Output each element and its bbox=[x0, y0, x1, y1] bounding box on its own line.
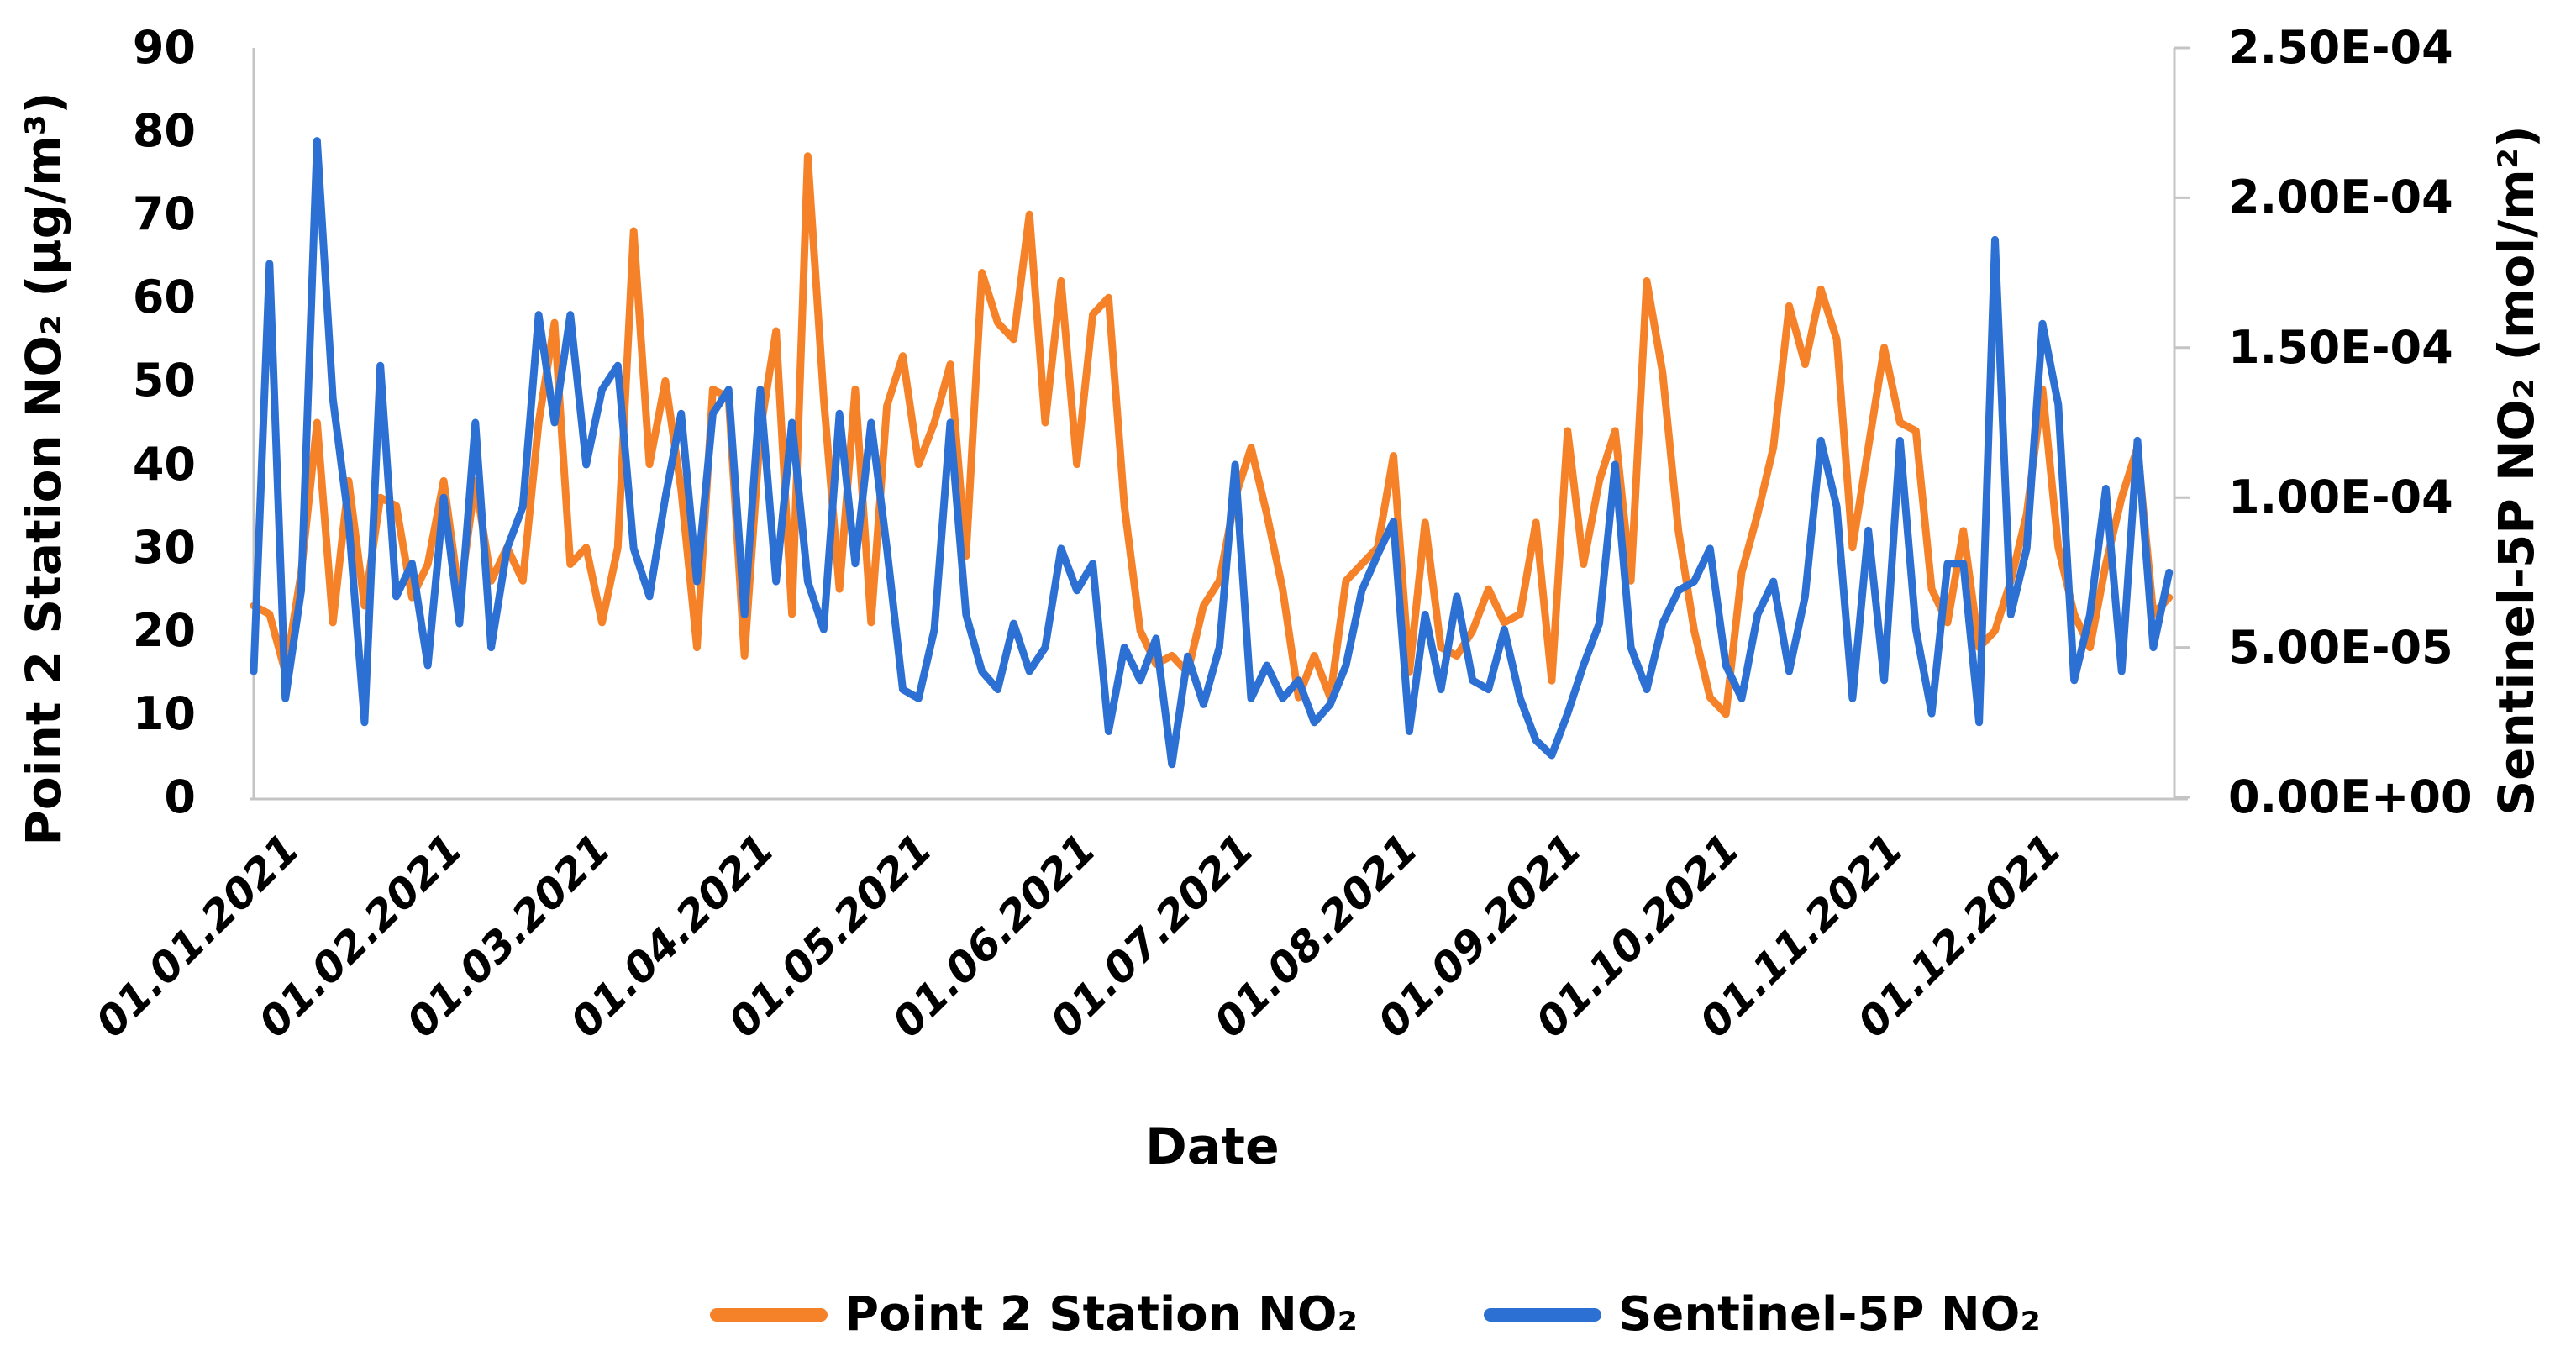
left-axis-tick-label: 30 bbox=[132, 520, 196, 574]
left-axis-tick-label: 50 bbox=[132, 354, 196, 407]
right-axis-tick-label: 1.50E-04 bbox=[2228, 320, 2453, 374]
legend-label-sentinel: Sentinel-5P NO₂ bbox=[1618, 1287, 2041, 1342]
left-axis-tick-label: 40 bbox=[132, 437, 196, 491]
left-axis-tick-label: 90 bbox=[132, 21, 196, 74]
left-axis-tick-label: 70 bbox=[132, 187, 196, 241]
left-axis-tick-label: 10 bbox=[132, 686, 196, 740]
series-line-sentinel bbox=[250, 137, 2174, 769]
left-axis-title: Point 2 Station NO₂ (µg/m³) bbox=[15, 92, 72, 846]
right-axis-tick-label: 5.00E-05 bbox=[2228, 620, 2453, 674]
legend-item-sentinel: Sentinel-5P NO₂ bbox=[1484, 1287, 2041, 1343]
legend-label-station: Point 2 Station NO₂ bbox=[844, 1287, 1358, 1342]
left-axis-tick-label: 80 bbox=[132, 104, 196, 158]
legend-swatch-orange-line-icon bbox=[710, 1308, 828, 1322]
right-axis-tick-label: 2.00E-04 bbox=[2228, 171, 2453, 224]
right-axis-title: Sentinel-5P NO₂ (mol/m²) bbox=[2488, 125, 2545, 816]
right-axis-tick-label: 1.00E-04 bbox=[2228, 470, 2453, 524]
right-axis-tick-label: 0.00E+00 bbox=[2228, 770, 2473, 823]
left-axis-tick-label: 60 bbox=[132, 271, 196, 324]
left-axis-tick-label: 20 bbox=[132, 603, 196, 657]
legend-swatch-blue-line-icon bbox=[1484, 1308, 1601, 1322]
left-axis-tick-label: 0 bbox=[164, 770, 196, 823]
right-axis-tick-label: 2.50E-04 bbox=[2228, 21, 2453, 74]
x-axis-title: Date bbox=[1145, 1117, 1280, 1176]
legend-item-station: Point 2 Station NO₂ bbox=[710, 1287, 1358, 1343]
series-line-station bbox=[250, 152, 2174, 718]
legend: Point 2 Station NO₂ Sentinel-5P NO₂ bbox=[710, 1287, 2041, 1343]
